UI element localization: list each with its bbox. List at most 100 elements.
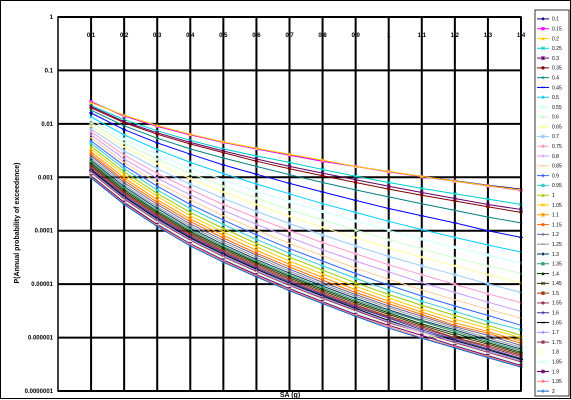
series-line	[90, 173, 522, 364]
data-point	[354, 210, 358, 215]
legend-label: 1.9	[552, 369, 559, 375]
legend-item: 1.95	[537, 379, 562, 385]
data-point	[486, 292, 490, 296]
data-point	[419, 186, 424, 191]
legend-label: 0.2	[552, 36, 559, 42]
data-point	[541, 183, 545, 188]
legend-item: 1.7	[537, 330, 559, 336]
legend-label: 1.05	[552, 203, 562, 209]
data-point	[320, 174, 325, 178]
data-point	[354, 292, 358, 297]
data-point	[353, 235, 358, 240]
data-point	[387, 187, 391, 191]
data-point	[354, 188, 358, 192]
legend-item: 1.9	[537, 369, 559, 375]
legend-label: 0.4	[552, 75, 559, 81]
data-point	[89, 114, 93, 119]
legend-label: 0.55	[552, 105, 562, 111]
series-0.45	[89, 112, 523, 239]
data-point	[287, 289, 292, 293]
legend-item: 0.55	[537, 105, 562, 111]
data-point	[89, 118, 93, 122]
data-point	[486, 331, 490, 335]
legend-label: 1.55	[552, 301, 562, 307]
data-point	[541, 369, 545, 374]
legend-label: 0.1	[552, 17, 559, 23]
data-point	[221, 236, 225, 240]
series-line	[90, 128, 522, 293]
legend-item: 2	[537, 389, 555, 395]
series-line	[90, 116, 522, 253]
data-point	[221, 229, 226, 234]
x-tick-label: 1.3	[484, 33, 493, 39]
legend-item: 0.65	[537, 124, 562, 130]
legend-item: 1.55	[537, 301, 562, 307]
data-point	[188, 213, 193, 218]
data-point	[320, 278, 325, 282]
series-line	[90, 102, 522, 191]
legend-item: 0.75	[537, 144, 562, 150]
data-point	[188, 182, 193, 187]
series-line	[90, 175, 522, 366]
data-point	[387, 228, 391, 232]
data-point	[122, 121, 126, 125]
data-point	[287, 267, 292, 271]
legend-item: 1.2	[537, 232, 559, 238]
data-point	[287, 265, 292, 269]
legend-item: 0.1	[537, 17, 559, 23]
data-point	[221, 184, 225, 188]
legend-label: 0.9	[552, 173, 559, 179]
data-point	[254, 182, 259, 186]
data-point	[453, 255, 457, 260]
legend-item: 1.5	[537, 291, 559, 297]
data-point	[420, 314, 424, 318]
data-point	[221, 178, 225, 182]
x-tick-label: 0.8	[318, 33, 327, 39]
data-point	[541, 36, 545, 41]
data-point	[188, 176, 193, 181]
data-point	[541, 105, 545, 109]
data-point	[188, 222, 192, 226]
data-point	[486, 323, 490, 327]
data-point	[354, 280, 358, 285]
data-point	[420, 202, 424, 206]
legend-item: 0.15	[537, 26, 562, 32]
y-tick-label: 1	[50, 15, 54, 21]
data-point	[188, 171, 192, 176]
series-0.5	[89, 114, 523, 254]
data-point	[287, 173, 292, 177]
legend-label: 0.25	[552, 46, 562, 52]
data-point	[89, 138, 93, 143]
data-point	[420, 303, 424, 308]
data-point	[541, 379, 545, 383]
data-point	[420, 227, 424, 232]
data-point	[122, 167, 126, 171]
legend-item: 1.15	[537, 222, 562, 228]
data-point	[287, 246, 292, 251]
series-line	[90, 140, 522, 326]
data-point	[287, 167, 292, 171]
data-point	[155, 161, 160, 166]
series-line	[90, 107, 522, 213]
y-tick-label: 0.001	[38, 175, 54, 181]
data-point	[188, 166, 192, 170]
data-point	[188, 220, 192, 224]
series-line	[90, 106, 522, 210]
data-point	[188, 132, 192, 136]
x-tick-label: 0.1	[87, 33, 96, 39]
series-line	[90, 119, 522, 264]
data-point	[155, 123, 159, 128]
data-point	[155, 194, 160, 199]
data-point	[122, 157, 126, 161]
data-point	[254, 146, 259, 150]
data-point	[320, 280, 325, 284]
data-point	[354, 164, 358, 168]
series-line	[90, 167, 522, 358]
data-point	[387, 195, 391, 199]
data-point	[387, 292, 391, 297]
series-0.35	[89, 106, 523, 215]
series-line	[90, 161, 522, 352]
data-point	[155, 147, 159, 152]
data-point	[354, 290, 358, 295]
